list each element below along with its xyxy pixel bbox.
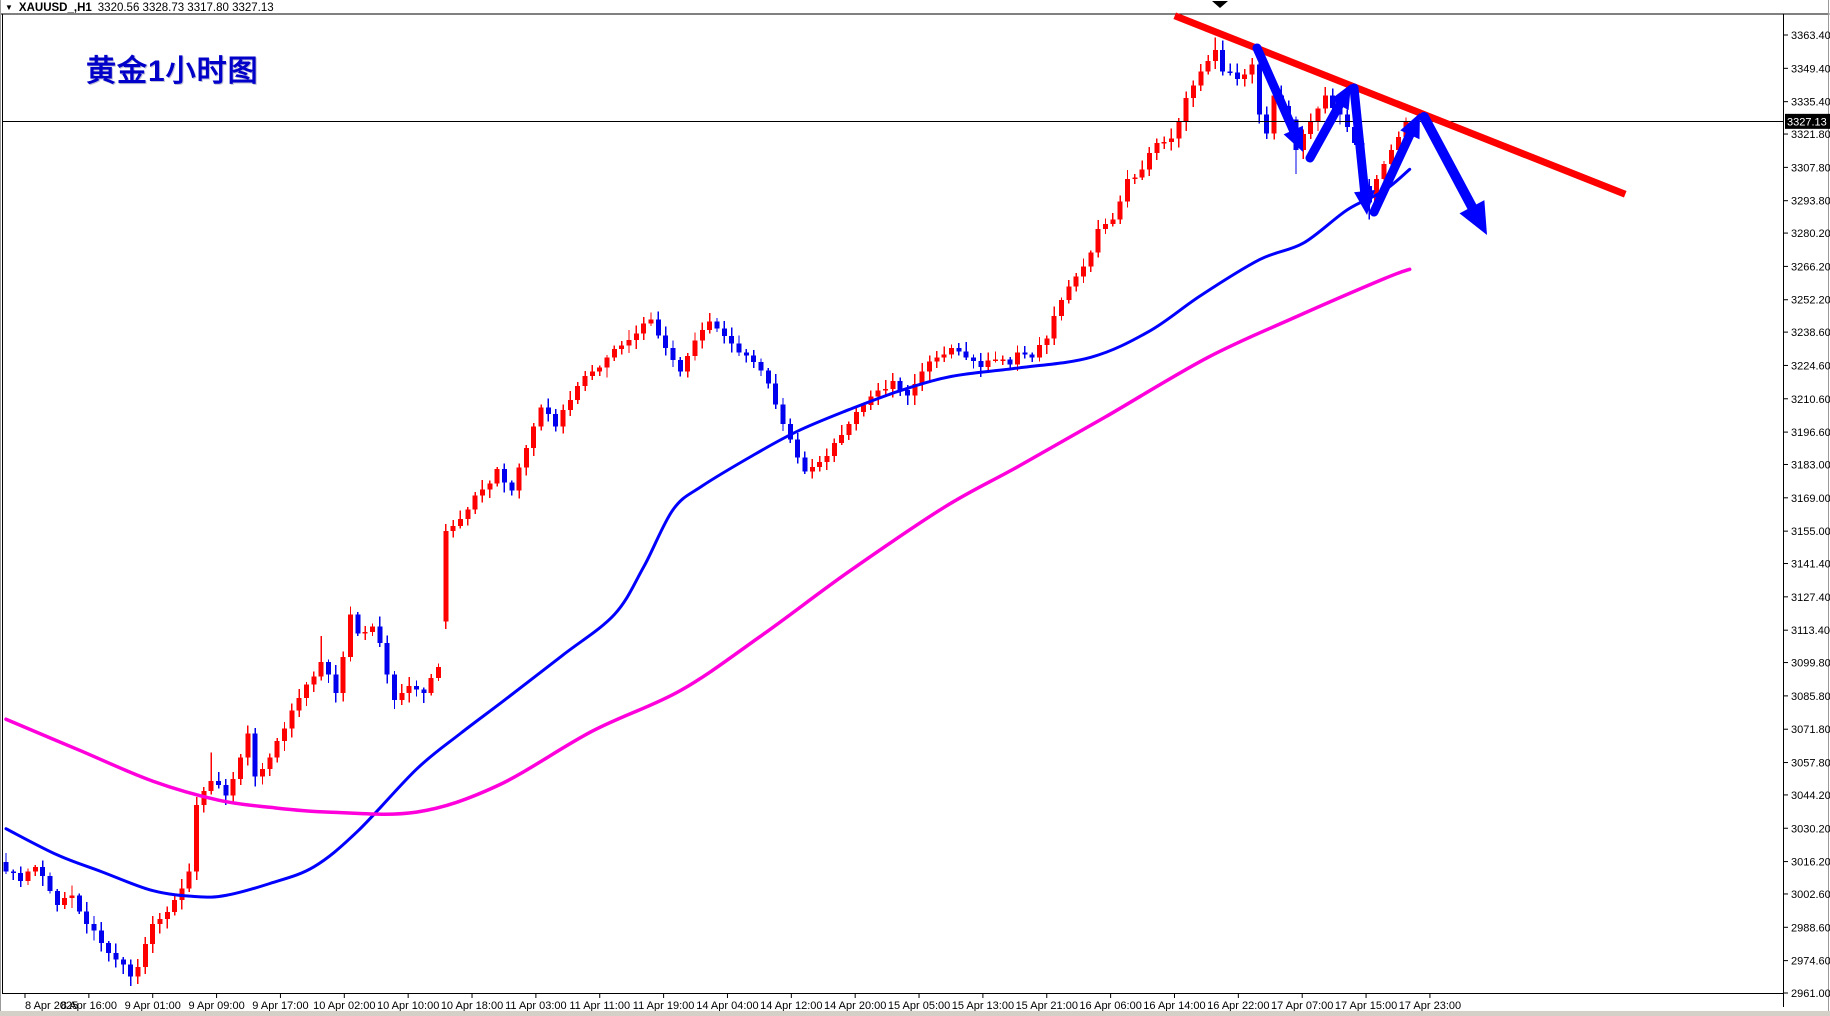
candlesticks xyxy=(3,37,1409,986)
svg-text:14 Apr 20:00: 14 Apr 20:00 xyxy=(824,1000,886,1012)
price-axis[interactable]: 3363.40 3349.40 3335.40 3321.80 3307.80 3293.… xyxy=(1783,30,1830,1000)
quote-header: ▼ XAUUSD_,H1 3320.56 3328.73 3317.80 332… xyxy=(5,1,274,14)
svg-text:3266.20: 3266.20 xyxy=(1791,261,1830,273)
svg-text:2988.60: 2988.60 xyxy=(1791,922,1830,934)
svg-text:11 Apr 03:00: 11 Apr 03:00 xyxy=(505,1000,567,1012)
svg-text:3002.60: 3002.60 xyxy=(1791,889,1830,901)
svg-text:16 Apr 14:00: 16 Apr 14:00 xyxy=(1143,1000,1205,1012)
chart-title-annotation[interactable]: 黄金1小时图 xyxy=(86,55,259,88)
svg-text:9 Apr 01:00: 9 Apr 01:00 xyxy=(125,1000,181,1012)
svg-text:3210.60: 3210.60 xyxy=(1791,394,1830,406)
svg-text:3016.20: 3016.20 xyxy=(1791,857,1830,869)
svg-text:8 Apr 16:00: 8 Apr 16:00 xyxy=(61,1000,117,1012)
current-price-badge: 3327.13 xyxy=(1785,113,1830,129)
svg-text:3099.80: 3099.80 xyxy=(1791,658,1830,670)
svg-text:8 Apr 2025: 8 Apr 2025 xyxy=(25,1000,78,1012)
svg-text:10 Apr 02:00: 10 Apr 02:00 xyxy=(313,1000,375,1012)
svg-text:3280.20: 3280.20 xyxy=(1791,228,1830,240)
svg-text:14 Apr 04:00: 14 Apr 04:00 xyxy=(696,1000,758,1012)
svg-text:3327.13: 3327.13 xyxy=(1787,116,1827,128)
svg-text:3321.80: 3321.80 xyxy=(1791,129,1830,141)
svg-text:3113.40: 3113.40 xyxy=(1791,625,1830,637)
svg-text:3196.60: 3196.60 xyxy=(1791,427,1830,439)
svg-text:3044.20: 3044.20 xyxy=(1791,790,1830,802)
svg-text:17 Apr 07:00: 17 Apr 07:00 xyxy=(1271,1000,1333,1012)
svg-text:3127.40: 3127.40 xyxy=(1791,592,1830,604)
svg-text:16 Apr 22:00: 16 Apr 22:00 xyxy=(1207,1000,1269,1012)
svg-text:11 Apr 11:00: 11 Apr 11:00 xyxy=(569,1000,630,1012)
svg-text:3238.60: 3238.60 xyxy=(1791,327,1830,339)
svg-text:9 Apr 09:00: 9 Apr 09:00 xyxy=(188,1000,244,1012)
svg-text:3071.80: 3071.80 xyxy=(1791,724,1830,736)
svg-text:9 Apr 17:00: 9 Apr 17:00 xyxy=(252,1000,308,1012)
svg-text:3252.20: 3252.20 xyxy=(1791,295,1830,307)
chart-shift-marker-icon xyxy=(1212,1,1228,8)
moving-average-lines xyxy=(4,167,1412,899)
svg-text:3141.40: 3141.40 xyxy=(1791,559,1830,571)
window-bottom-edge xyxy=(0,1011,1830,1016)
svg-text:3224.60: 3224.60 xyxy=(1791,360,1830,372)
svg-text:15 Apr 13:00: 15 Apr 13:00 xyxy=(952,1000,1014,1012)
svg-text:2974.60: 2974.60 xyxy=(1791,956,1830,968)
svg-text:2961.00: 2961.00 xyxy=(1791,988,1830,1000)
svg-text:15 Apr 05:00: 15 Apr 05:00 xyxy=(888,1000,950,1012)
svg-text:10 Apr 18:00: 10 Apr 18:00 xyxy=(441,1000,503,1012)
trendline-annotation[interactable] xyxy=(1173,12,1627,198)
svg-text:15 Apr 21:00: 15 Apr 21:00 xyxy=(1016,1000,1078,1012)
svg-text:3363.40: 3363.40 xyxy=(1791,30,1830,42)
svg-text:14 Apr 12:00: 14 Apr 12:00 xyxy=(760,1000,822,1012)
svg-text:3085.80: 3085.80 xyxy=(1791,691,1830,703)
svg-text:3169.00: 3169.00 xyxy=(1791,493,1830,505)
svg-text:17 Apr 15:00: 17 Apr 15:00 xyxy=(1335,1000,1397,1012)
svg-text:10 Apr 10:00: 10 Apr 10:00 xyxy=(377,1000,439,1012)
ohlc-values: 3320.56 3328.73 3317.80 3327.13 xyxy=(97,1,274,14)
forecast-arrows-annotation[interactable] xyxy=(1252,43,1487,235)
collapse-quote-icon[interactable]: ▼ xyxy=(5,2,13,12)
svg-text:3293.80: 3293.80 xyxy=(1791,196,1830,208)
svg-text:3183.00: 3183.00 xyxy=(1791,459,1830,471)
svg-text:17 Apr 23:00: 17 Apr 23:00 xyxy=(1399,1000,1461,1012)
svg-text:11 Apr 19:00: 11 Apr 19:00 xyxy=(633,1000,695,1012)
svg-text:3307.80: 3307.80 xyxy=(1791,162,1830,174)
svg-text:3155.00: 3155.00 xyxy=(1791,526,1830,538)
svg-text:16 Apr 06:00: 16 Apr 06:00 xyxy=(1079,1000,1141,1012)
svg-text:3057.80: 3057.80 xyxy=(1791,758,1830,770)
svg-text:3030.20: 3030.20 xyxy=(1791,823,1830,835)
svg-text:3349.40: 3349.40 xyxy=(1791,63,1830,75)
svg-text:3335.40: 3335.40 xyxy=(1791,97,1830,109)
symbol-timeframe-label: XAUUSD_,H1 xyxy=(18,1,92,14)
